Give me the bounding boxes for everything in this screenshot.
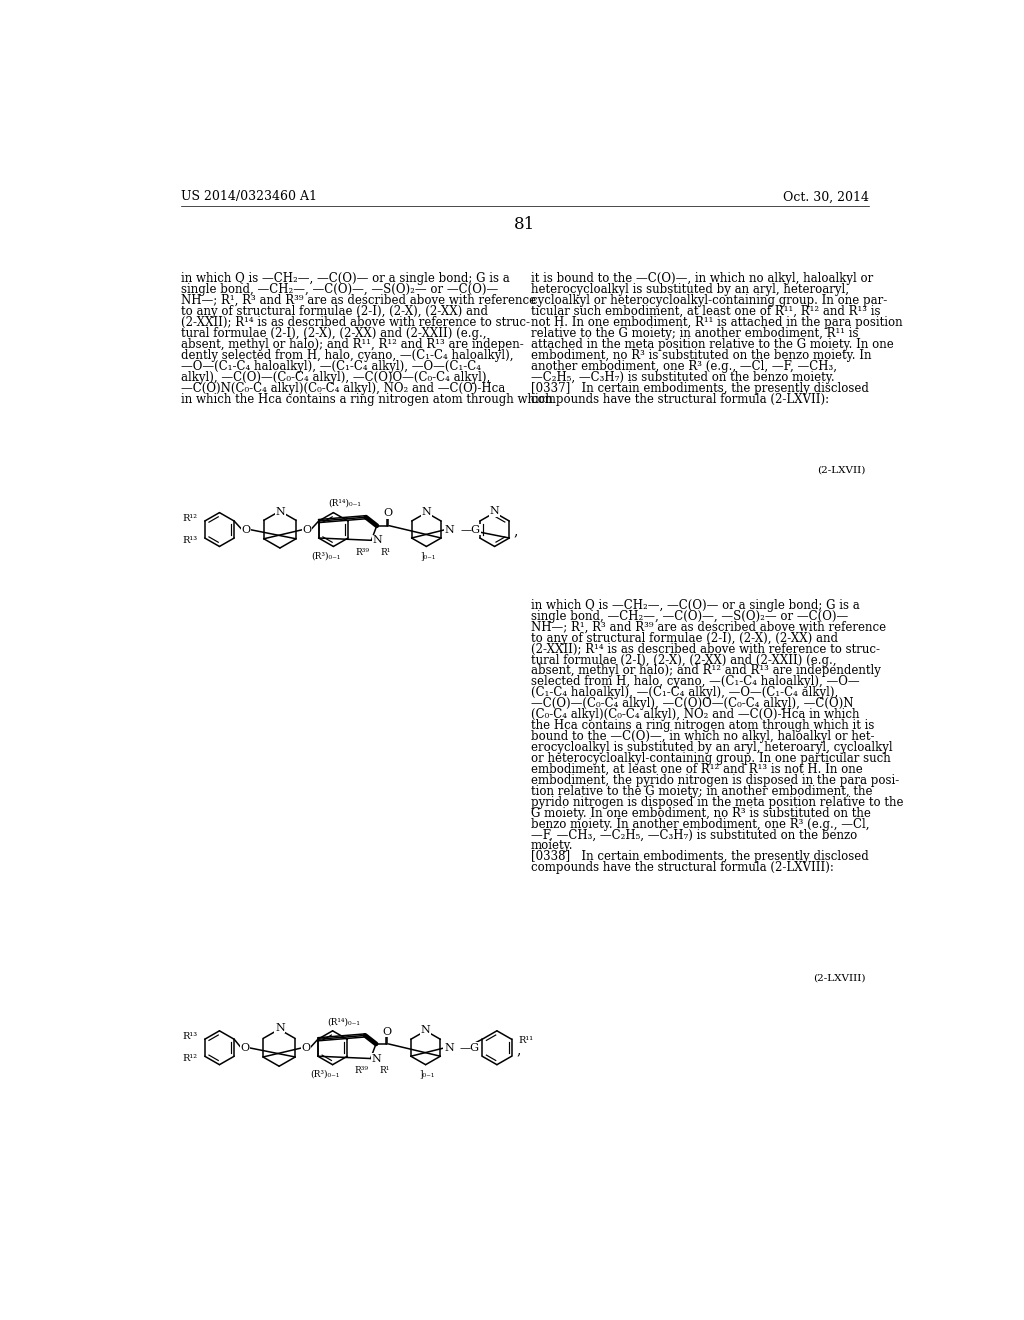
Text: it is bound to the —C(O)—, in which no alkyl, haloalkyl or: it is bound to the —C(O)—, in which no a…: [531, 272, 873, 285]
Text: O: O: [241, 1043, 250, 1053]
Text: single bond, —CH₂—, —C(O)—, —S(O)₂— or —C(O)—: single bond, —CH₂—, —C(O)—, —S(O)₂— or —…: [180, 284, 498, 296]
Text: NH—; R¹, R³ and R³⁹ are as described above with reference: NH—; R¹, R³ and R³⁹ are as described abo…: [531, 620, 886, 634]
Text: O: O: [382, 1027, 391, 1036]
Text: R¹³: R¹³: [182, 1032, 198, 1041]
Text: N: N: [422, 507, 431, 517]
Text: (R¹⁴)₀₋₁: (R¹⁴)₀₋₁: [327, 1018, 359, 1026]
Text: compounds have the structural formula (2-LXVIII):: compounds have the structural formula (2…: [531, 861, 834, 874]
Text: ]₀₋₁: ]₀₋₁: [420, 552, 435, 560]
Text: (R³)₀₋₁: (R³)₀₋₁: [311, 552, 340, 560]
Text: —F, —CH₃, —C₂H₅, —C₃H₇) is substituted on the benzo: —F, —CH₃, —C₂H₅, —C₃H₇) is substituted o…: [531, 829, 857, 841]
Text: attached in the meta position relative to the G moiety. In one: attached in the meta position relative t…: [531, 338, 894, 351]
Text: R³⁹: R³⁹: [354, 1067, 369, 1076]
Text: R¹: R¹: [380, 1067, 390, 1076]
Text: (2-LXVIII): (2-LXVIII): [813, 974, 866, 983]
Text: benzo moiety. In another embodiment, one R³ (e.g., —Cl,: benzo moiety. In another embodiment, one…: [531, 817, 869, 830]
Text: [0337]   In certain embodiments, the presently disclosed: [0337] In certain embodiments, the prese…: [531, 381, 869, 395]
Text: tion relative to the G moiety; in another embodiment, the: tion relative to the G moiety; in anothe…: [531, 784, 872, 797]
Text: R¹¹: R¹¹: [518, 1036, 534, 1044]
Text: bound to the —C(O)—, in which no alkyl, haloalkyl or het-: bound to the —C(O)—, in which no alkyl, …: [531, 730, 874, 743]
Text: relative to the G moiety; in another embodiment, R¹¹ is: relative to the G moiety; in another emb…: [531, 327, 858, 341]
Text: O: O: [302, 524, 311, 535]
Text: —C(O)—(C₀-C₄ alkyl), —C(O)O—(C₀-C₄ alkyl), —C(O)N: —C(O)—(C₀-C₄ alkyl), —C(O)O—(C₀-C₄ alkyl…: [531, 697, 853, 710]
Text: (2-XXII); R¹⁴ is as described above with reference to struc-: (2-XXII); R¹⁴ is as described above with…: [531, 643, 880, 656]
Text: the Hca contains a ring nitrogen atom through which it is: the Hca contains a ring nitrogen atom th…: [531, 719, 874, 733]
Text: —G: —G: [461, 524, 480, 535]
Text: erocycloalkyl is substituted by an aryl, heteroaryl, cycloalkyl: erocycloalkyl is substituted by an aryl,…: [531, 741, 893, 754]
Text: —G: —G: [460, 1043, 479, 1053]
Text: N: N: [372, 1053, 381, 1064]
Text: another embodiment, one R³ (e.g., —Cl, —F, —CH₃,: another embodiment, one R³ (e.g., —Cl, —…: [531, 360, 837, 372]
Text: single bond, —CH₂—, —C(O)—, —S(O)₂— or —C(O)—: single bond, —CH₂—, —C(O)—, —S(O)₂— or —…: [531, 610, 848, 623]
Text: ]₀₋₁: ]₀₋₁: [420, 1069, 435, 1078]
Text: (R¹⁴)₀₋₁: (R¹⁴)₀₋₁: [328, 499, 360, 508]
Text: NH—; R¹, R³ and R³⁹ are as described above with reference: NH—; R¹, R³ and R³⁹ are as described abo…: [180, 294, 536, 308]
Text: 81: 81: [514, 216, 536, 234]
Text: embodiment, no R³ is substituted on the benzo moiety. In: embodiment, no R³ is substituted on the …: [531, 348, 871, 362]
Text: R¹: R¹: [380, 548, 390, 557]
Text: (2-LXVII): (2-LXVII): [817, 466, 866, 475]
Text: N: N: [421, 1026, 430, 1035]
Text: absent, methyl or halo); and R¹¹, R¹² and R¹³ are indepen-: absent, methyl or halo); and R¹¹, R¹² an…: [180, 338, 523, 351]
Text: alkyl), —C(O)—(C₀-C₄ alkyl), —C(O)O—(C₀-C₄ alkyl),: alkyl), —C(O)—(C₀-C₄ alkyl), —C(O)O—(C₀-…: [180, 371, 489, 384]
Text: heterocycloalkyl is substituted by an aryl, heteroaryl,: heterocycloalkyl is substituted by an ar…: [531, 284, 849, 296]
Text: N: N: [275, 507, 286, 517]
Text: (R³)₀₋₁: (R³)₀₋₁: [310, 1069, 340, 1078]
Text: in which Q is —CH₂—, —C(O)— or a single bond; G is a: in which Q is —CH₂—, —C(O)— or a single …: [180, 272, 510, 285]
Text: moiety.: moiety.: [531, 840, 573, 853]
Text: G moiety. In one embodiment, no R³ is substituted on the: G moiety. In one embodiment, no R³ is su…: [531, 807, 870, 820]
Text: N: N: [489, 506, 500, 516]
Text: dently selected from H, halo, cyano, —(C₁-C₄ haloalkyl),: dently selected from H, halo, cyano, —(C…: [180, 348, 513, 362]
Text: tural formulae (2-I), (2-X), (2-XX) and (2-XXII) (e.g.,: tural formulae (2-I), (2-X), (2-XX) and …: [180, 327, 486, 341]
Text: R¹²: R¹²: [182, 515, 198, 523]
Text: Oct. 30, 2014: Oct. 30, 2014: [783, 190, 869, 203]
Text: absent, methyl or halo); and R¹² and R¹³ are independently: absent, methyl or halo); and R¹² and R¹³…: [531, 664, 881, 677]
Text: in which the Hca contains a ring nitrogen atom through which: in which the Hca contains a ring nitroge…: [180, 392, 553, 405]
Text: —O—(C₁-C₄ haloalkyl), —(C₁-C₄ alkyl), —O—(C₁-C₄: —O—(C₁-C₄ haloalkyl), —(C₁-C₄ alkyl), —O…: [180, 360, 480, 372]
Text: not H. In one embodiment, R¹¹ is attached in the para position: not H. In one embodiment, R¹¹ is attache…: [531, 315, 902, 329]
Text: O: O: [383, 508, 392, 519]
Text: embodiment, the pyrido nitrogen is disposed in the para posi-: embodiment, the pyrido nitrogen is dispo…: [531, 774, 899, 787]
Text: pyrido nitrogen is disposed in the meta position relative to the: pyrido nitrogen is disposed in the meta …: [531, 796, 903, 809]
Text: ticular such embodiment, at least one of R¹¹, R¹² and R¹³ is: ticular such embodiment, at least one of…: [531, 305, 881, 318]
Text: or heterocycloalkyl-containing group. In one particular such: or heterocycloalkyl-containing group. In…: [531, 752, 891, 764]
Text: N: N: [275, 1023, 285, 1032]
Text: (2-XXII); R¹⁴ is as described above with reference to struc-: (2-XXII); R¹⁴ is as described above with…: [180, 315, 529, 329]
Text: R³⁹: R³⁹: [355, 548, 369, 557]
Text: in which Q is —CH₂—, —C(O)— or a single bond; G is a: in which Q is —CH₂—, —C(O)— or a single …: [531, 599, 860, 612]
Text: O: O: [302, 1043, 311, 1053]
Text: R¹³: R¹³: [182, 536, 198, 545]
Text: tural formulae (2-I), (2-X), (2-XX) and (2-XXII) (e.g.,: tural formulae (2-I), (2-X), (2-XX) and …: [531, 653, 837, 667]
Text: (C₀-C₄ alkyl)(C₀-C₄ alkyl), NO₂ and —C(O)-Hca in which: (C₀-C₄ alkyl)(C₀-C₄ alkyl), NO₂ and —C(O…: [531, 709, 859, 721]
Text: N: N: [444, 1043, 454, 1053]
Text: R¹²: R¹²: [182, 1055, 198, 1063]
Text: [0338]   In certain embodiments, the presently disclosed: [0338] In certain embodiments, the prese…: [531, 850, 868, 863]
Text: compounds have the structural formula (2-LXVII):: compounds have the structural formula (2…: [531, 392, 829, 405]
Text: selected from H, halo, cyano, —(C₁-C₄ haloalkyl), —O—: selected from H, halo, cyano, —(C₁-C₄ ha…: [531, 676, 859, 688]
Text: to any of structural formulae (2-I), (2-X), (2-XX) and: to any of structural formulae (2-I), (2-…: [531, 632, 838, 644]
Text: —C(O)N(C₀-C₄ alkyl)(C₀-C₄ alkyl), NO₂ and —C(O)-Hca: —C(O)N(C₀-C₄ alkyl)(C₀-C₄ alkyl), NO₂ an…: [180, 381, 505, 395]
Text: (C₁-C₄ haloalkyl), —(C₁-C₄ alkyl), —O—(C₁-C₄ alkyl),: (C₁-C₄ haloalkyl), —(C₁-C₄ alkyl), —O—(C…: [531, 686, 839, 700]
Text: N: N: [444, 524, 455, 535]
Text: embodiment, at least one of R¹² and R¹³ is not H. In one: embodiment, at least one of R¹² and R¹³ …: [531, 763, 863, 776]
Text: N: N: [372, 536, 382, 545]
Text: ,: ,: [516, 1043, 520, 1057]
Text: to any of structural formulae (2-I), (2-X), (2-XX) and: to any of structural formulae (2-I), (2-…: [180, 305, 487, 318]
Text: ,: ,: [514, 525, 518, 539]
Text: cycloalkyl or heterocycloalkyl-containing group. In one par-: cycloalkyl or heterocycloalkyl-containin…: [531, 294, 887, 308]
Text: —C₂H₅, —C₃H₇) is substituted on the benzo moiety.: —C₂H₅, —C₃H₇) is substituted on the benz…: [531, 371, 835, 384]
Text: O: O: [242, 524, 250, 535]
Text: US 2014/0323460 A1: US 2014/0323460 A1: [180, 190, 316, 203]
